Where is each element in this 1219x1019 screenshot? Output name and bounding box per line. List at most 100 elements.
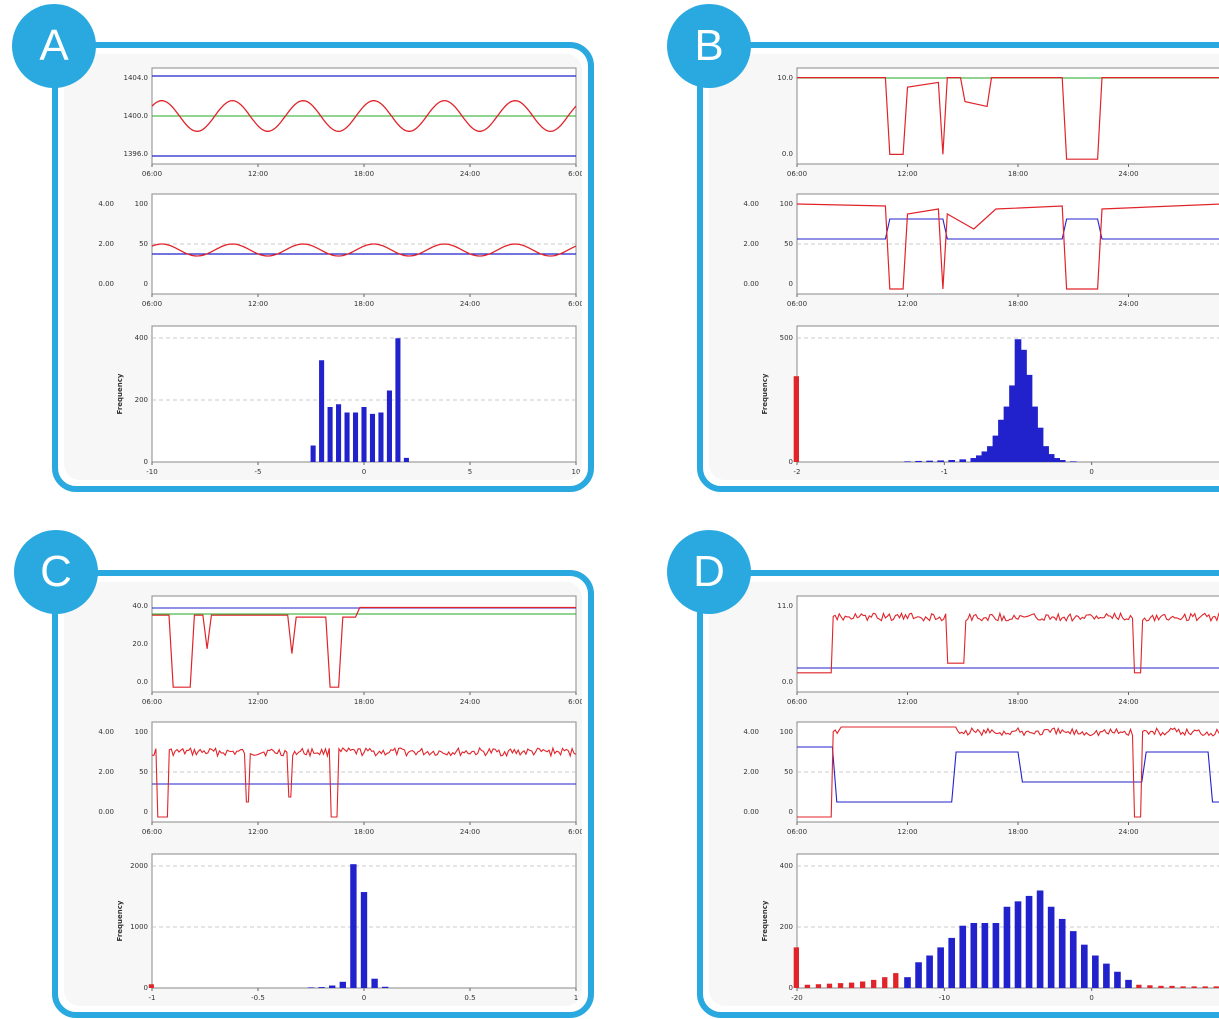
- panel-c-hist-bar: [382, 986, 389, 988]
- panel-b-hist-bar: [926, 460, 933, 462]
- panel-d-hist-xtick-label: -20: [791, 994, 802, 1002]
- panel-d-hist-xtick-label: 0: [1089, 994, 1093, 1002]
- panel-b-hist-bar: [992, 435, 1000, 462]
- badge-b: B: [667, 4, 751, 88]
- panel-c-hist-xtick-label: -0.5: [251, 994, 265, 1002]
- panel-d-hist-red-bar: [826, 983, 833, 988]
- panel-b-hist-bar: [1020, 349, 1027, 462]
- panel-d-hist-red-bar: [793, 947, 799, 988]
- panel-c-mid-left-ytick-label: 4.00: [98, 728, 114, 736]
- panel-d-hist-bar: [1058, 918, 1066, 988]
- panel-d-hist-ytick-label: 0: [789, 984, 793, 992]
- panel-c-mid-xtick-label: 12:00: [248, 828, 268, 836]
- panel-d-hist-bar: [915, 962, 922, 988]
- panel-d-hist-bar: [926, 955, 933, 988]
- panel-a-mid-xtick-label: 18:00: [354, 300, 374, 308]
- panel-b-mid-right-ytick-label: 50: [784, 240, 793, 248]
- panel-a-top-xtick-label: 06:00: [142, 170, 162, 178]
- panel-d-hist-red-bar: [837, 983, 844, 988]
- panel-b-top-xtick-label: 18:00: [1008, 170, 1028, 178]
- panel-a-mid-right-ytick-label: 0: [144, 280, 148, 288]
- panel-b-mid-left-ytick-label: 4.00: [743, 200, 759, 208]
- panel-a: 1404.0 1400.0 1396.0 06:00 12:00 18:00 24:00 6:…: [52, 42, 594, 492]
- panel-b-hist-bar: [1053, 458, 1060, 462]
- panel-c-inner: 40.0 20.0 0.0 06:00 12:00 18:00 24:00 6:00 4.00 2…: [64, 582, 582, 1006]
- panel-c-top-frame: [151, 595, 577, 693]
- panel-d-top-xtick-label: 24:00: [1118, 698, 1138, 706]
- panel-b-mid-right-ytick-label: 0: [789, 280, 793, 288]
- panel-d-mid-right-ytick-label: 0: [789, 808, 793, 816]
- panel-b-hist-bar: [970, 458, 978, 462]
- panel-c-hist-bar: [360, 892, 368, 988]
- panel-d-hist-bar: [1036, 890, 1044, 988]
- panel-a-top-xtick-label: 18:00: [354, 170, 374, 178]
- panel-b-hist-bar: [981, 451, 989, 462]
- panel-b-hist-bar: [937, 460, 944, 462]
- panel-b-mid-process-trace: [796, 203, 1219, 290]
- panel-d-hist-bar: [1014, 901, 1022, 988]
- panel-d-hist-red-bar: [1158, 985, 1164, 988]
- panel-d-hist-ytick-label: 400: [780, 862, 793, 870]
- panel-a-mid-left-ytick-label: 4.00: [98, 200, 114, 208]
- panel-c-hist-bar: [371, 978, 378, 988]
- panel-c-hist-bar: [318, 987, 325, 988]
- panel-a-mid-process-trace: [151, 243, 577, 257]
- panel-d-hist-red-bar: [1180, 986, 1186, 988]
- panel-b-hist-bar: [1031, 406, 1038, 462]
- panel-d-mid-right-ytick-label: 50: [784, 768, 793, 776]
- panel-c-top-process-trace: [152, 606, 576, 688]
- panel-c-top-ytick-label: 20.0: [132, 640, 148, 648]
- panel-b-mid-left-ytick-label: 2.00: [743, 240, 759, 248]
- panel-b-hist-ytick-label: 500: [780, 334, 793, 342]
- panel-c-mid-xtick-label: 06:00: [142, 828, 162, 836]
- panel-c-top-xtick-label: 12:00: [248, 698, 268, 706]
- panel-a-hist-bar: [336, 404, 342, 462]
- panel-a-top-ytick-label: 1396.0: [124, 150, 149, 158]
- panel-b-hist-bar: [1047, 454, 1055, 462]
- panel-a-inner: 1404.0 1400.0 1396.0 06:00 12:00 18:00 24:00 6:…: [64, 54, 582, 480]
- panel-d-top-ytick-label: 0.0: [782, 678, 793, 686]
- panel-a-hist-ytick-label: 200: [135, 396, 148, 404]
- badge-c: C: [14, 530, 98, 614]
- panel-d-hist-red-bar: [859, 981, 866, 988]
- panel-d-mid-left-ytick-label: 4.00: [743, 728, 759, 736]
- panel-b-hist-bar: [976, 455, 983, 462]
- panel-d-hist-bar: [1047, 906, 1055, 988]
- panel-c-mid-left-ytick-label: 0.00: [98, 808, 114, 816]
- panel-d-top-process-trace: [797, 611, 1219, 674]
- panel-d-mid-xtick-label: 24:00: [1118, 828, 1138, 836]
- panel-d-mid-xtick-label: 12:00: [897, 828, 917, 836]
- panel-c-hist-ylabel: Frequency: [116, 900, 124, 941]
- panel-b-mid-right-ytick-label: 100: [780, 200, 793, 208]
- panel-d-hist-bar: [1025, 895, 1033, 988]
- panel-c-top-xtick-label: 18:00: [354, 698, 374, 706]
- panel-c-mid-xtick-label: 24:00: [460, 828, 480, 836]
- panel-d-hist-red-bar: [804, 984, 811, 988]
- panel-a-hist-bar: [352, 412, 359, 462]
- panel-c-mid-xtick-label: 6:00: [568, 828, 582, 836]
- panel-c-mid-left-ytick-label: 2.00: [98, 768, 114, 776]
- panel-a-hist-ytick-label: 0: [144, 458, 148, 466]
- panel-b-mid-left-ytick-label: 0.00: [743, 280, 759, 288]
- panel-a-hist-bar: [327, 407, 333, 462]
- panel-d-hist-bar: [981, 923, 989, 988]
- panel-c-hist-xtick-label: 1: [574, 994, 578, 1002]
- badge-d: D: [667, 530, 751, 614]
- panel-d-hist-ytick-label: 200: [780, 923, 793, 931]
- panel-d-top-xtick-label: 18:00: [1008, 698, 1028, 706]
- panel-b-inner: 10.00.006:0012:0018:0024:006:004.002.000…: [709, 54, 1219, 480]
- panel-d-hist-bar: [959, 925, 967, 988]
- panel-b-top-xtick-label: 12:00: [897, 170, 917, 178]
- panel-d-hist-ylabel: Frequency: [761, 900, 769, 941]
- panel-d-mid-left-ytick-label: 2.00: [743, 768, 759, 776]
- panel-d-hist-bar: [992, 923, 1000, 988]
- panel-d-hist-bar: [1080, 944, 1088, 988]
- panel-d-mid-xtick-label: 06:00: [787, 828, 807, 836]
- panel-a-mid-xtick-label: 12:00: [248, 300, 268, 308]
- panel-b-top-frame: [796, 67, 1219, 165]
- panel-d-hist-red-bar: [893, 973, 899, 988]
- panel-b-top-process-trace: [797, 77, 1219, 160]
- panel-d-mid-left-ytick-label: 0.00: [743, 808, 759, 816]
- panel-c-hist-xtick-label: 0: [362, 994, 366, 1002]
- panel-a-mid-xtick-label: 24:00: [460, 300, 480, 308]
